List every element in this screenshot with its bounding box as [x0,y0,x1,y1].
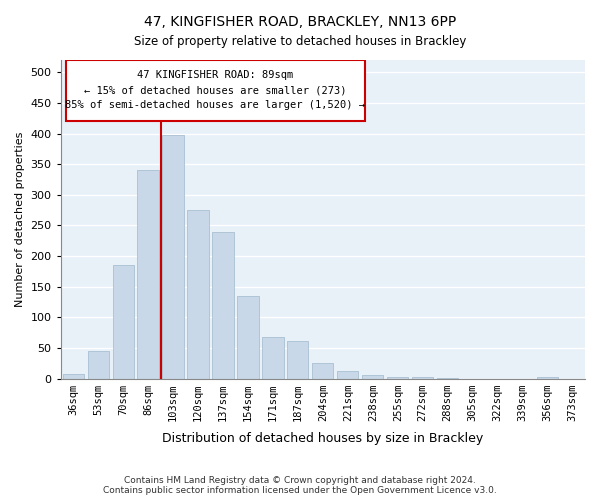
Text: Contains HM Land Registry data © Crown copyright and database right 2024.
Contai: Contains HM Land Registry data © Crown c… [103,476,497,495]
X-axis label: Distribution of detached houses by size in Brackley: Distribution of detached houses by size … [162,432,484,445]
Bar [537,376,558,378]
Bar [88,351,109,378]
Text: Size of property relative to detached houses in Brackley: Size of property relative to detached ho… [134,35,466,48]
Bar [362,376,383,378]
Bar [238,296,259,378]
FancyBboxPatch shape [66,60,365,120]
Bar [387,376,409,378]
Bar [187,210,209,378]
Bar [262,337,284,378]
Bar [337,371,358,378]
Text: 47, KINGFISHER ROAD, BRACKLEY, NN13 6PP: 47, KINGFISHER ROAD, BRACKLEY, NN13 6PP [144,15,456,29]
Bar [312,363,334,378]
Y-axis label: Number of detached properties: Number of detached properties [15,132,25,307]
Bar [212,232,233,378]
Bar [163,134,184,378]
Bar [113,265,134,378]
Bar [287,340,308,378]
Bar [137,170,159,378]
Bar [62,374,84,378]
Text: 47 KINGFISHER ROAD: 89sqm
← 15% of detached houses are smaller (273)
85% of semi: 47 KINGFISHER ROAD: 89sqm ← 15% of detac… [65,70,365,110]
